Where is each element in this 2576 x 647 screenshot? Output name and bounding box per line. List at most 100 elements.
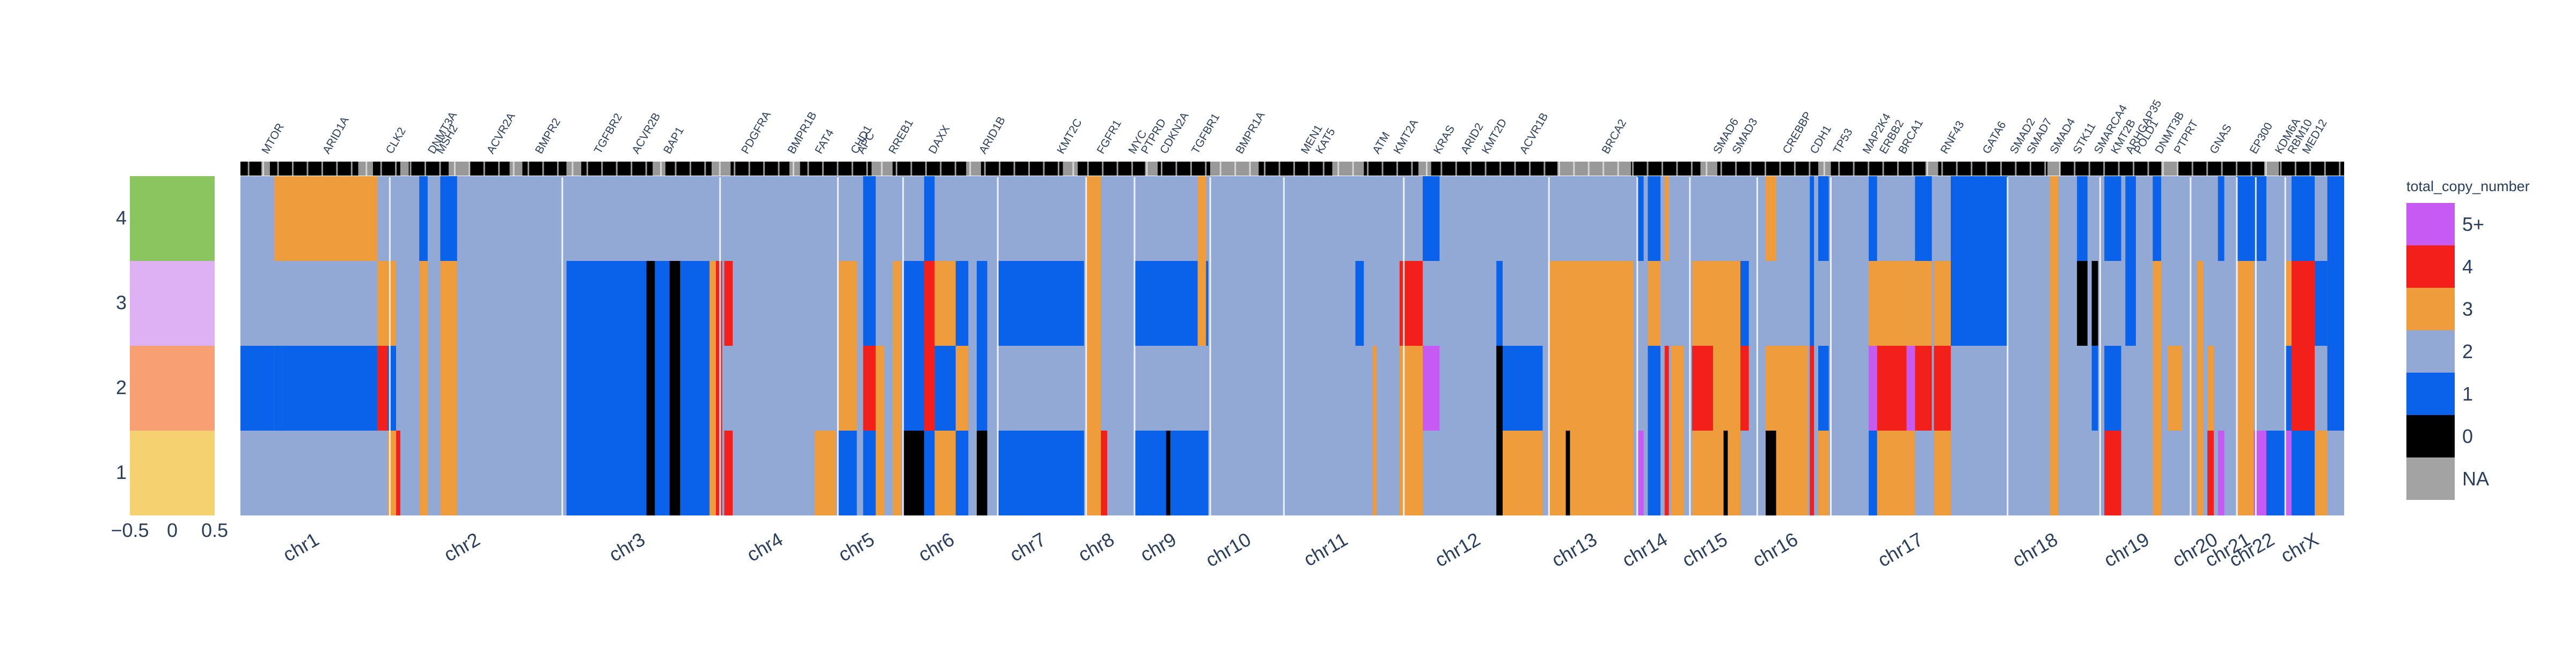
heatmap-cell [240, 176, 274, 261]
heatmap-cell [998, 176, 1084, 261]
track-gene-slot [910, 162, 912, 176]
track-gene-slot [2206, 162, 2208, 176]
heatmap-cell [815, 176, 836, 261]
gene-label: BAP1 [661, 125, 686, 156]
heatmap-cell [419, 176, 428, 261]
heatmap-cell [1372, 431, 1377, 515]
track-gene-slot [1264, 162, 1266, 176]
heatmap-cell [1934, 261, 1951, 346]
heatmap-cell [1692, 176, 1713, 261]
heatmap-cell [2125, 176, 2136, 261]
heatmap-cell [1934, 346, 1951, 431]
track-segment [1717, 162, 1818, 176]
heatmap-cell [815, 346, 836, 431]
heatmap-cell [2167, 431, 2183, 515]
row-tick-label: 3 [116, 292, 127, 314]
heatmap-cell [838, 261, 857, 346]
heatmap-segment [1565, 176, 1570, 515]
track-segment [449, 162, 470, 176]
track-gene-slot [1646, 162, 1649, 176]
track-gene-slot [1484, 162, 1487, 176]
track-segment [789, 162, 800, 176]
heatmap-cell [1503, 346, 1543, 431]
track-gene-slot [1956, 162, 1958, 176]
legend-item: NA [2406, 457, 2489, 500]
legend-item: 4 [2406, 245, 2473, 288]
heatmap-cell [2266, 261, 2286, 346]
heatmap-cell [1877, 261, 1907, 346]
heatmap-cell [1776, 431, 1808, 515]
heatmap-cell [2125, 346, 2136, 431]
track-gene-slot [395, 162, 397, 176]
track-gene-slot [1013, 162, 1015, 176]
heatmap-cell [903, 431, 924, 515]
track-gene-slot [1499, 162, 1502, 176]
heatmap-cell [1906, 346, 1915, 431]
chromosome-label: chr9 [1136, 528, 1180, 566]
heatmap-cell [2167, 261, 2183, 346]
track-gene-slot [1278, 162, 1280, 176]
track-gene-slot [645, 162, 647, 176]
heatmap-segment [1355, 176, 1364, 515]
heatmap-cell [566, 176, 710, 261]
heatmap-cell [1818, 261, 1829, 346]
heatmap-segment [396, 176, 400, 515]
heatmap-segment [240, 176, 274, 515]
heatmap-segment [282, 176, 388, 515]
heatmap-cell [1648, 431, 1660, 515]
heatmap-segment [1197, 176, 1206, 515]
heatmap-cell [440, 431, 457, 515]
legend-item: 5+ [2406, 203, 2484, 245]
heatmap-cell [724, 346, 733, 431]
heatmap-cell [566, 346, 710, 431]
heatmap-cell [1664, 431, 1669, 515]
heatmap-segment [1950, 176, 2008, 515]
heatmap-cell [955, 261, 969, 346]
heatmap-cell [709, 431, 716, 515]
track-gene-slot [380, 162, 382, 176]
track-segment [1557, 162, 1631, 176]
heatmap-cell [1503, 261, 1543, 346]
track-segment [712, 162, 731, 176]
legend-item: 1 [2406, 373, 2473, 415]
chromosome-label: chr19 [2100, 528, 2153, 571]
gene-label: ACVR2B [630, 111, 663, 156]
track-gene-slot [2339, 162, 2341, 176]
heatmap-cell [2197, 261, 2204, 346]
heatmap-cell [709, 176, 716, 261]
row-annotation-cell [130, 176, 215, 261]
heatmap-cell [566, 431, 710, 515]
heatmap-segment [669, 176, 680, 515]
chromosome-label: chr17 [1874, 528, 1927, 571]
track-segment [2279, 162, 2344, 176]
heatmap-cell [2050, 431, 2058, 515]
track-gene-slot [2221, 162, 2223, 176]
heatmap-cell [2315, 431, 2328, 515]
heatmap-cell [2315, 261, 2328, 346]
track-gene-slot [1838, 162, 1840, 176]
heatmap-cell [1135, 431, 1209, 515]
gene-label: RNF43 [1938, 119, 1967, 156]
heatmap-cell [2292, 176, 2315, 261]
heatmap-cell [646, 346, 655, 431]
heatmap-cell [2050, 261, 2058, 346]
track-gene-slot [1205, 162, 1207, 176]
heatmap-cell [1549, 176, 1634, 261]
track-gene-slot [1868, 162, 1870, 176]
heatmap-cell [396, 176, 400, 261]
heatmap-cell [955, 176, 969, 261]
heatmap-cell [934, 176, 956, 261]
heatmap-cell [715, 431, 722, 515]
heatmap-cell [377, 346, 388, 431]
track-gene-slot [542, 162, 544, 176]
legend-item: 3 [2406, 288, 2473, 330]
row-annotation-strip [130, 176, 215, 515]
heatmap-cell [1869, 176, 1877, 261]
heatmap-segment [838, 176, 857, 515]
heatmap-cell [2218, 346, 2224, 431]
gene-label: TGFBR2 [592, 111, 625, 156]
heatmap-cell [2327, 176, 2344, 261]
heatmap-cell [1906, 431, 1915, 515]
heatmap-cell [977, 431, 987, 515]
track-gene-slot [498, 162, 500, 176]
